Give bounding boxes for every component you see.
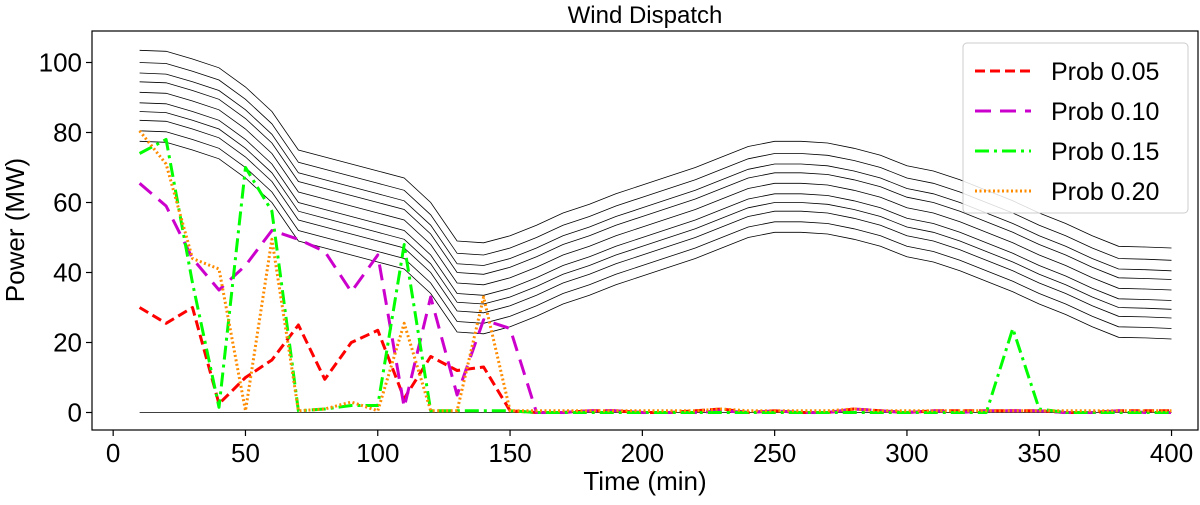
x-tick-label: 0 — [106, 438, 120, 468]
x-tick-label: 50 — [231, 438, 260, 468]
envelope-line — [139, 72, 1172, 272]
legend: Prob 0.05 Prob 0.10 Prob 0.15 Prob 0.20 — [962, 42, 1189, 214]
envelope-line — [139, 81, 1172, 280]
series-line-4 — [138, 129, 1172, 413]
y-axis-label: Power (MW) — [0, 158, 30, 302]
envelope-line — [139, 130, 1172, 329]
series-line-1 — [138, 306, 1172, 414]
x-axis-label: Time (min) — [583, 466, 706, 496]
x-tick-label: 250 — [753, 438, 796, 468]
x-axis: 0 50 100 150 200 250 300 350 400 — [106, 430, 1193, 468]
envelope-line — [139, 119, 1172, 319]
y-tick-label: 60 — [53, 188, 82, 218]
plot-frame — [91, 30, 1199, 431]
legend-label: Prob 0.05 — [1051, 58, 1159, 86]
x-tick-label: 100 — [356, 438, 399, 468]
y-axis: 0 20 40 60 80 100 — [39, 48, 92, 428]
series-line-2 — [138, 182, 1172, 414]
y-tick-label: 100 — [39, 48, 82, 78]
envelope-line — [139, 111, 1172, 310]
legend-label: Prob 0.20 — [1051, 178, 1159, 206]
legend-label: Prob 0.10 — [1051, 98, 1159, 126]
y-tick-label: 20 — [53, 328, 82, 358]
series-lines — [138, 129, 1172, 414]
legend-label: Prob 0.15 — [1051, 138, 1159, 166]
envelope-line — [139, 91, 1172, 291]
envelope-line — [139, 102, 1172, 301]
y-tick-label: 80 — [53, 118, 82, 148]
y-tick-label: 40 — [53, 258, 82, 288]
chart-title: Wind Dispatch — [568, 2, 723, 29]
legend-box — [962, 42, 1189, 214]
x-tick-label: 300 — [885, 438, 928, 468]
x-tick-label: 350 — [1018, 438, 1061, 468]
series-line-3 — [138, 138, 1172, 414]
x-tick-label: 200 — [621, 438, 664, 468]
y-tick-label: 0 — [68, 398, 82, 428]
x-tick-label: 400 — [1150, 438, 1193, 468]
x-tick-label: 150 — [488, 438, 531, 468]
